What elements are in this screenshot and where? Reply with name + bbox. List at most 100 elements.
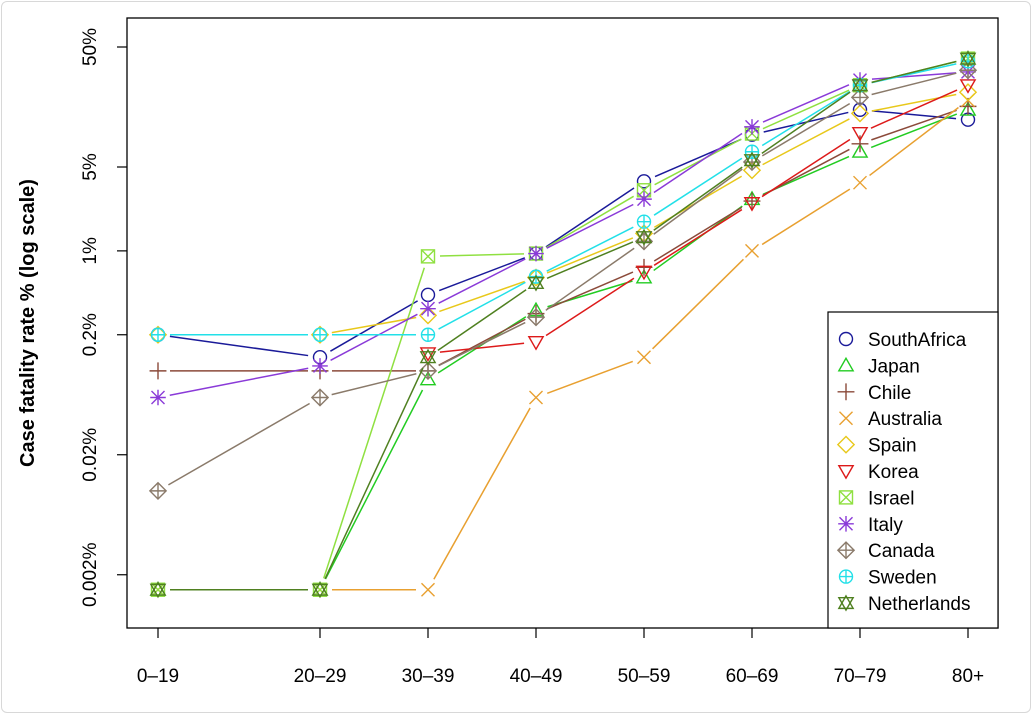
data-point: [310, 388, 330, 407]
y-axis: 0.002% 0.02% 0.2% 1% 5% 50%: [80, 28, 127, 607]
series-line-segment: [871, 109, 957, 141]
legend-label: Sweden: [868, 568, 937, 589]
series-line-segment: [438, 281, 526, 330]
series-line-segment: [654, 138, 742, 186]
data-point: [420, 249, 436, 264]
data-point: [960, 54, 976, 69]
series-sweden: [150, 54, 976, 342]
legend-item: Italy: [838, 515, 903, 536]
data-point: [420, 300, 436, 317]
data-point: [635, 258, 653, 276]
data-point: [421, 582, 435, 597]
legend: SouthAfrica Japan Chile Australia Spain Korea…: [827, 311, 999, 629]
data-point: [148, 481, 168, 500]
series-line-segment: [761, 138, 851, 198]
series-line-segment: [433, 407, 531, 580]
data-point: [851, 135, 869, 153]
data-point: [958, 83, 978, 102]
series-line-segment: [168, 402, 310, 486]
legend-marker-diamond-icon: [836, 435, 856, 454]
series-line-segment: [652, 258, 744, 350]
series-line-segment: [322, 267, 426, 579]
data-point: [419, 370, 437, 386]
series-line-segment: [871, 110, 957, 120]
legend-item: Netherlands: [837, 594, 970, 615]
series-line-segment: [545, 277, 635, 337]
series-line-segment: [653, 157, 743, 216]
legend-label: Netherlands: [868, 594, 970, 615]
series-line-segment: [324, 367, 424, 580]
data-point: [149, 581, 167, 599]
series-korea: [419, 79, 977, 362]
legend-marker-star-of-david-icon: [837, 594, 855, 612]
data-point: [312, 358, 328, 374]
series-line-segment: [546, 226, 634, 272]
series-line-segment: [761, 91, 851, 154]
series-line-segment: [438, 257, 526, 292]
series-line-segment: [871, 72, 957, 96]
x-tick-label: 70–79: [834, 666, 887, 687]
legend-label: Korea: [868, 462, 919, 483]
data-point: [635, 268, 653, 284]
series-line-segment: [545, 195, 635, 249]
y-tick-label: 0.002%: [80, 542, 101, 607]
data-point: [419, 348, 437, 366]
series-line-segment: [330, 313, 418, 361]
legend-item: Sweden: [838, 568, 937, 589]
data-point: [851, 126, 869, 142]
series-line-segment: [871, 60, 957, 84]
data-point: [743, 197, 761, 212]
data-point: [527, 335, 545, 351]
x-tick-label: 60–69: [726, 666, 779, 687]
series-line-segment: [762, 84, 850, 123]
data-point: [637, 350, 651, 365]
data-point: [744, 119, 760, 135]
series-line-segment: [762, 89, 850, 130]
legend-label: Australia: [868, 409, 942, 430]
legend-marker-diamond-plus-icon: [836, 541, 856, 560]
legend-label: Canada: [868, 541, 935, 562]
legend-item: Spain: [836, 435, 917, 457]
y-tick-label: 5%: [80, 153, 101, 181]
y-axis-title: Case fatality rate % (log scale): [17, 179, 39, 467]
series-line-segment: [653, 208, 743, 266]
series-line-segment: [546, 271, 634, 310]
series-line-segment: [169, 367, 309, 396]
series-chile: [149, 97, 977, 380]
data-point: [851, 76, 869, 94]
legend-item: SouthAfrica: [838, 330, 967, 351]
legend-marker-triangle-icon: [837, 356, 855, 372]
legend-label: Chile: [868, 383, 911, 404]
series-spain: [148, 83, 978, 344]
data-point: [850, 104, 870, 123]
legend-label: Japan: [868, 356, 920, 377]
legend-marker-circle-plus-icon: [838, 569, 854, 584]
series-line-segment: [331, 316, 417, 334]
series-line-segment: [438, 321, 526, 367]
x-tick-label: 20–29: [294, 666, 347, 687]
legend-box: [827, 311, 999, 629]
series-line-segment: [546, 241, 634, 279]
series-line-segment: [546, 203, 634, 249]
series-line-segment: [439, 253, 525, 257]
series-line-segment: [331, 373, 417, 396]
series-line-segment: [761, 188, 851, 246]
data-point: [419, 347, 437, 362]
data-point: [312, 327, 328, 342]
x-tick-label: 80+: [952, 666, 984, 687]
data-point: [311, 581, 329, 599]
data-point: [527, 274, 545, 292]
data-point: [959, 101, 977, 116]
x-axis: 0–19 20–29 30–39 40–49 50–59 60–69 70–79 80+: [137, 628, 984, 687]
legend-marker-cross-icon: [839, 411, 853, 426]
data-point: [420, 327, 436, 342]
data-point: [959, 79, 977, 94]
y-tick-label: 0.2%: [80, 313, 101, 356]
data-point: [529, 390, 543, 405]
data-point: [636, 191, 652, 207]
data-point: [851, 143, 869, 158]
series-line-segment: [653, 132, 743, 194]
legend-label: Spain: [868, 436, 917, 457]
x-tick-label: 50–59: [618, 666, 671, 687]
